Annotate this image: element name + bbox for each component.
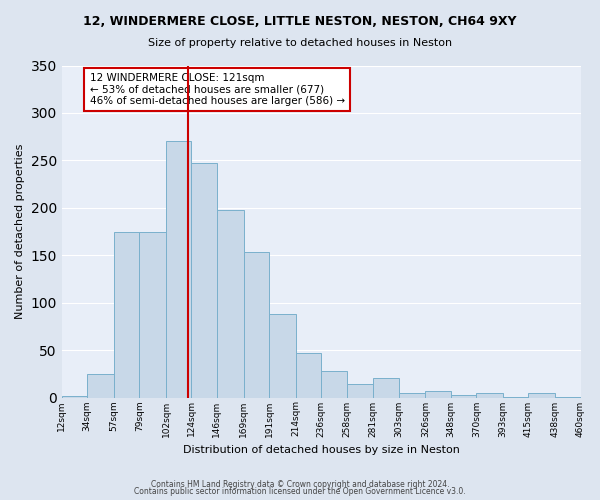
Y-axis label: Number of detached properties: Number of detached properties bbox=[15, 144, 25, 319]
Text: 12, WINDERMERE CLOSE, LITTLE NESTON, NESTON, CH64 9XY: 12, WINDERMERE CLOSE, LITTLE NESTON, NES… bbox=[83, 15, 517, 28]
Bar bbox=[321, 371, 347, 398]
Bar bbox=[399, 393, 425, 398]
Bar bbox=[62, 396, 87, 398]
Bar bbox=[296, 353, 321, 398]
X-axis label: Distribution of detached houses by size in Neston: Distribution of detached houses by size … bbox=[183, 445, 460, 455]
Bar bbox=[451, 394, 476, 398]
Bar bbox=[373, 378, 399, 398]
Text: Size of property relative to detached houses in Neston: Size of property relative to detached ho… bbox=[148, 38, 452, 48]
Bar bbox=[529, 393, 555, 398]
Bar bbox=[476, 393, 503, 398]
Bar bbox=[166, 142, 191, 398]
Bar bbox=[87, 374, 114, 398]
Bar bbox=[503, 396, 529, 398]
Bar bbox=[114, 232, 139, 398]
Text: Contains public sector information licensed under the Open Government Licence v3: Contains public sector information licen… bbox=[134, 487, 466, 496]
Bar bbox=[191, 163, 217, 398]
Bar bbox=[244, 252, 269, 398]
Bar bbox=[269, 314, 296, 398]
Bar bbox=[425, 391, 451, 398]
Bar bbox=[217, 210, 244, 398]
Bar bbox=[555, 396, 581, 398]
Text: 12 WINDERMERE CLOSE: 121sqm
← 53% of detached houses are smaller (677)
46% of se: 12 WINDERMERE CLOSE: 121sqm ← 53% of det… bbox=[89, 73, 345, 106]
Text: Contains HM Land Registry data © Crown copyright and database right 2024.: Contains HM Land Registry data © Crown c… bbox=[151, 480, 449, 489]
Bar bbox=[139, 232, 166, 398]
Bar bbox=[347, 384, 373, 398]
